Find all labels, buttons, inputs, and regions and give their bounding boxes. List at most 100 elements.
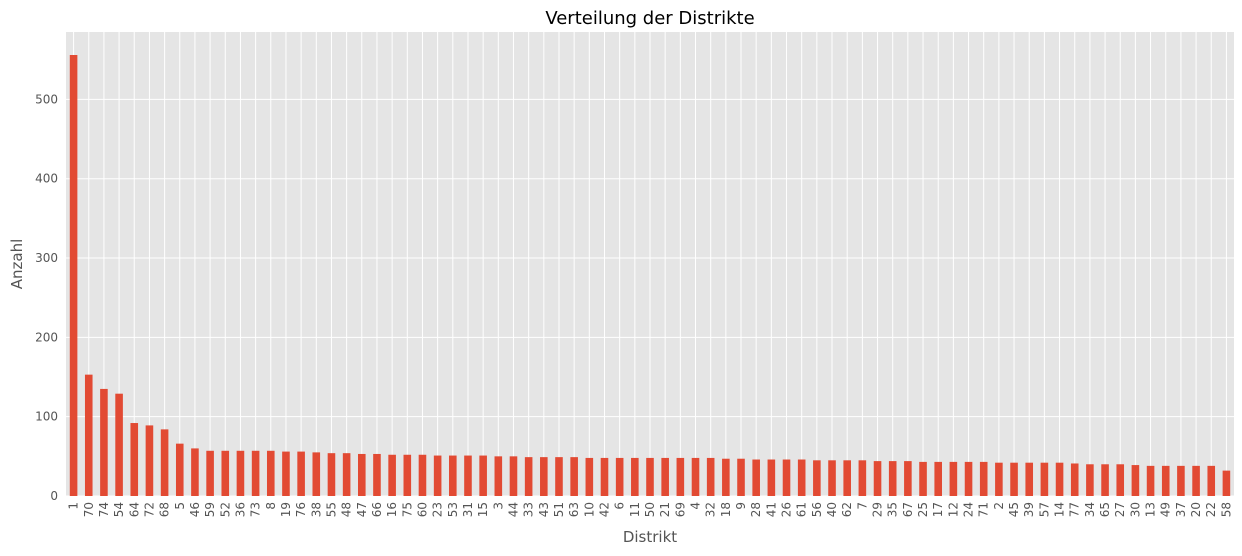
bar	[69, 55, 78, 496]
x-tick-label: 16	[385, 502, 399, 517]
bar	[479, 455, 487, 496]
bar	[358, 453, 366, 496]
bar	[175, 443, 184, 496]
bar	[509, 456, 518, 496]
bar	[813, 460, 821, 496]
x-tick-label: 32	[704, 502, 718, 517]
x-tick-label: 37	[1174, 502, 1188, 517]
x-tick-label: 22	[1204, 502, 1218, 517]
x-tick-label: 33	[522, 502, 536, 517]
x-tick-label: 64	[127, 502, 141, 517]
bar	[782, 459, 791, 496]
x-tick-label: 48	[340, 502, 354, 517]
bar	[1101, 464, 1109, 496]
bar	[1010, 462, 1018, 496]
x-tick-label: 43	[537, 502, 551, 517]
x-tick-label: 42	[597, 502, 611, 517]
x-tick-label: 35	[886, 502, 900, 517]
x-tick-label: 45	[1007, 502, 1021, 517]
bar	[995, 462, 1003, 496]
bar	[676, 457, 685, 496]
bar	[1055, 462, 1064, 496]
bar	[494, 456, 503, 496]
bar	[100, 388, 108, 496]
bar	[615, 457, 624, 496]
x-tick-label: 11	[628, 502, 642, 517]
x-tick-label: 77	[1068, 502, 1082, 517]
bar	[691, 457, 700, 496]
bar	[585, 457, 594, 496]
x-tick-labels: 1 70 74 54 64 72 68 5 46 59 52 36 73 8 19 76 38 55 48 47 66 1…	[67, 502, 1234, 517]
x-tick-label: 53	[446, 502, 460, 517]
x-tick-label: 20	[1189, 502, 1203, 517]
x-tick-label: 71	[977, 502, 991, 517]
x-tick-label: 25	[916, 502, 930, 517]
x-tick-label: 18	[719, 502, 733, 517]
y-tick-label: 300	[35, 251, 58, 265]
x-tick-label: 65	[1098, 502, 1112, 517]
x-tick-label: 14	[1053, 502, 1067, 517]
x-tick-label: 15	[476, 502, 490, 517]
y-tick-label: 200	[35, 330, 58, 344]
x-tick-label: 40	[825, 502, 839, 517]
x-tick-label: 10	[582, 502, 596, 517]
x-tick-label: 51	[552, 502, 566, 517]
bar	[797, 459, 806, 496]
bar	[904, 461, 912, 496]
bar	[342, 453, 351, 496]
bar	[873, 461, 882, 496]
bar	[919, 461, 927, 496]
bar	[631, 457, 639, 496]
x-tick-label: 23	[431, 502, 445, 517]
bar	[767, 459, 776, 496]
bar	[388, 454, 396, 496]
x-tick-label: 67	[901, 502, 915, 517]
bar	[752, 459, 760, 496]
bar	[433, 455, 442, 496]
bar	[130, 423, 139, 496]
x-tick-label: 70	[82, 502, 96, 517]
bar	[524, 457, 533, 496]
bar	[1086, 464, 1094, 496]
bar	[373, 453, 381, 496]
bar	[1131, 465, 1140, 496]
bar	[828, 460, 836, 496]
x-tick-label: 13	[1144, 502, 1158, 517]
bar	[1161, 465, 1170, 496]
x-tick-label: 19	[279, 502, 293, 517]
bar	[191, 448, 199, 496]
bar	[1116, 464, 1125, 496]
bar	[646, 457, 654, 496]
x-tick-label: 12	[946, 502, 960, 517]
x-tick-label: 29	[871, 502, 885, 517]
bar	[312, 452, 321, 496]
x-tick-label: 54	[112, 502, 126, 517]
bar	[570, 457, 578, 496]
x-tick-label: 73	[249, 502, 263, 517]
bar	[949, 461, 958, 496]
bar	[934, 461, 942, 496]
bar	[888, 461, 897, 496]
x-tick-label: 21	[658, 502, 672, 517]
x-tick-label: 44	[506, 502, 520, 517]
bar	[737, 458, 745, 496]
x-tick-label: 39	[1022, 502, 1036, 517]
x-tick-label: 47	[355, 502, 369, 517]
bar	[1146, 465, 1155, 496]
bar	[964, 461, 973, 496]
x-tick-label: 6	[613, 502, 627, 510]
bar	[1025, 462, 1034, 496]
x-tick-label: 27	[1113, 502, 1127, 517]
x-tick-label: 58	[1219, 502, 1233, 517]
x-tick-label: 41	[764, 502, 778, 517]
bars	[69, 55, 1231, 496]
x-tick-label: 66	[370, 502, 384, 517]
bar	[327, 453, 336, 496]
bar	[843, 460, 851, 496]
x-tick-label: 38	[309, 502, 323, 517]
x-tick-label: 3	[491, 502, 505, 510]
x-tick-label: 8	[264, 502, 278, 510]
x-tick-label: 62	[840, 502, 854, 517]
bar	[722, 458, 730, 496]
bar	[418, 454, 427, 496]
